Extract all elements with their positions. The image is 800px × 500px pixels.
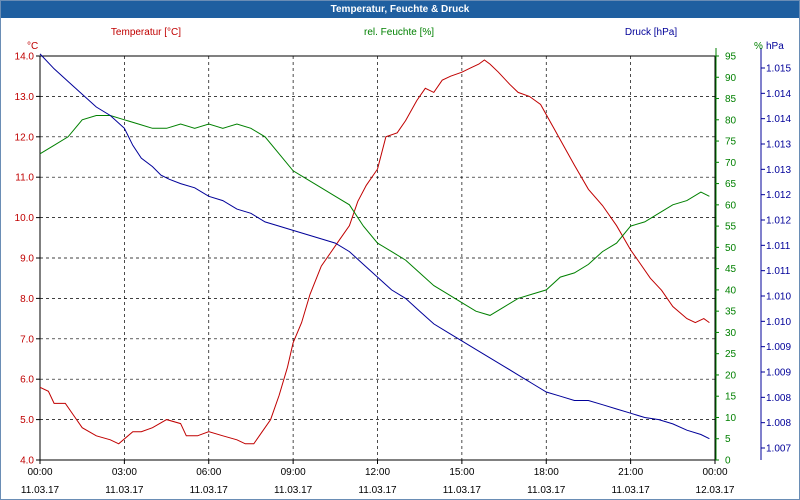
humidity-tick-label: 80 [725, 115, 737, 126]
pressure-tick-label: 1.007 [766, 444, 791, 455]
humidity-tick-label: 35 [725, 307, 737, 318]
x-tick-date: 11.03.17 [105, 485, 144, 496]
x-tick-date: 11.03.17 [190, 485, 229, 496]
humidity-tick-label: 50 [725, 243, 737, 254]
x-tick-time: 12:00 [365, 467, 390, 478]
temp-unit-label: °C [27, 41, 38, 52]
series-group [39, 53, 710, 445]
pressure-tick-label: 1.009 [766, 342, 791, 353]
labels: 4.0 5.0 6.0 7.0 8.0 9.0 10.0 11.0 12.0 13.0 14.0°C… [15, 27, 792, 496]
temp-tick-label: 8.0 [20, 294, 34, 305]
x-tick-date: 11.03.17 [274, 485, 313, 496]
pressure-tick-label: 1.012 [766, 190, 791, 201]
humidity-tick-label: 30 [725, 328, 737, 339]
pressure-tick-label: 1.010 [766, 292, 791, 303]
temp-tick-label: 7.0 [20, 334, 34, 345]
humidity-tick-label: 5 [725, 434, 731, 445]
x-tick-date: 11.03.17 [443, 485, 482, 496]
pressure-series-line [39, 53, 710, 440]
pressure-tick-label: 1.009 [766, 368, 791, 379]
pressure-unit-label: hPa [766, 41, 784, 52]
x-tick-date: 12.03.17 [696, 485, 735, 496]
pressure-tick-label: 1.012 [766, 216, 791, 227]
x-tick-date: 11.03.17 [612, 485, 651, 496]
pressure-tick-label: 1.008 [766, 418, 791, 429]
humidity-tick-label: 20 [725, 370, 737, 381]
x-tick-time: 06:00 [196, 467, 221, 478]
x-tick-time: 00:00 [702, 467, 727, 478]
temp-tick-label: 6.0 [20, 375, 34, 386]
x-tick-time: 15:00 [449, 467, 474, 478]
humidity-series-line [39, 115, 710, 316]
x-tick-date: 11.03.17 [527, 485, 566, 496]
humidity-tick-label: 85 [725, 94, 737, 105]
humidity-tick-label: 55 [725, 222, 737, 233]
temp-axis-title: Temperatur [°C] [111, 27, 181, 38]
pressure-tick-label: 1.014 [766, 114, 791, 125]
humidity-tick-label: 0 [725, 456, 731, 467]
temp-tick-label: 5.0 [20, 415, 34, 426]
temp-tick-label: 12.0 [15, 132, 35, 143]
pressure-tick-label: 1.013 [766, 140, 791, 151]
humidity-tick-label: 15 [725, 392, 737, 403]
x-tick-date: 11.03.17 [21, 485, 60, 496]
humidity-unit-label: % [754, 41, 763, 52]
pressure-tick-label: 1.013 [766, 165, 791, 176]
temp-tick-label: 9.0 [20, 254, 34, 265]
pressure-tick-label: 1.015 [766, 64, 791, 75]
humidity-tick-label: 10 [725, 413, 737, 424]
humidity-tick-label: 40 [725, 285, 737, 296]
x-tick-time: 03:00 [112, 467, 137, 478]
pressure-tick-label: 1.011 [766, 266, 791, 277]
humidity-axis-title: rel. Feuchte [%] [364, 27, 434, 38]
x-tick-time: 00:00 [27, 467, 52, 478]
pressure-tick-label: 1.014 [766, 89, 791, 100]
temp-tick-label: 10.0 [15, 213, 35, 224]
humidity-tick-label: 25 [725, 349, 737, 360]
humidity-tick-label: 90 [725, 73, 737, 84]
pressure-tick-label: 1.008 [766, 393, 791, 404]
x-tick-time: 21:00 [618, 467, 643, 478]
pressure-axis-title: Druck [hPa] [625, 27, 677, 38]
humidity-tick-label: 75 [725, 137, 737, 148]
chart-title: Temperatur, Feuchte & Druck [1, 1, 799, 18]
temp-tick-label: 11.0 [15, 173, 34, 184]
humidity-tick-label: 70 [725, 158, 737, 169]
axes [36, 48, 765, 464]
temp-tick-label: 4.0 [20, 456, 34, 467]
chart-svg: 4.0 5.0 6.0 7.0 8.0 9.0 10.0 11.0 12.0 13.0 14.0°C… [15, 27, 792, 496]
temp-tick-label: 13.0 [15, 92, 35, 103]
temp-tick-label: 14.0 [15, 52, 35, 63]
humidity-tick-label: 60 [725, 200, 737, 211]
humidity-tick-label: 95 [725, 52, 737, 63]
pressure-tick-label: 1.010 [766, 317, 791, 328]
x-tick-date: 11.03.17 [358, 485, 397, 496]
humidity-tick-label: 45 [725, 264, 737, 275]
pressure-tick-label: 1.011 [766, 241, 791, 252]
humidity-tick-label: 65 [725, 179, 737, 190]
x-tick-time: 09:00 [281, 467, 306, 478]
temperature-series-line [39, 59, 710, 445]
x-tick-time: 18:00 [534, 467, 559, 478]
